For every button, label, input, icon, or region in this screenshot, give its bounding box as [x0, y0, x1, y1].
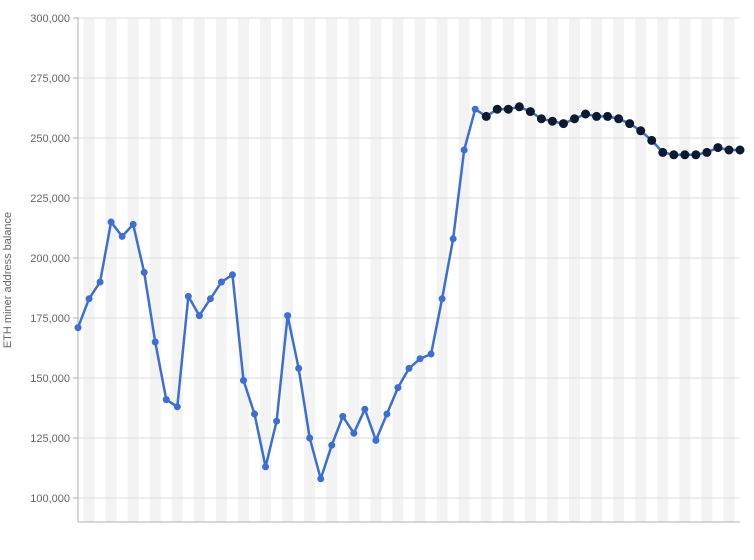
y-axis-label: ETH miner address balance [2, 212, 14, 348]
svg-text:175,000: 175,000 [30, 313, 70, 325]
line-chart: 100,000 125,000 150,000 175,000 200,000 225,0… [0, 0, 754, 560]
svg-text:150,000: 150,000 [30, 373, 70, 385]
svg-text:125,000: 125,000 [30, 433, 70, 445]
svg-text:300,000: 300,000 [30, 13, 70, 25]
svg-text:275,000: 275,000 [30, 73, 70, 85]
svg-text:100,000: 100,000 [30, 493, 70, 505]
svg-text:200,000: 200,000 [30, 253, 70, 265]
svg-text:225,000: 225,000 [30, 193, 70, 205]
chart-container: ETH miner address balance 100,000 125,000… [0, 0, 754, 560]
svg-text:250,000: 250,000 [30, 133, 70, 145]
